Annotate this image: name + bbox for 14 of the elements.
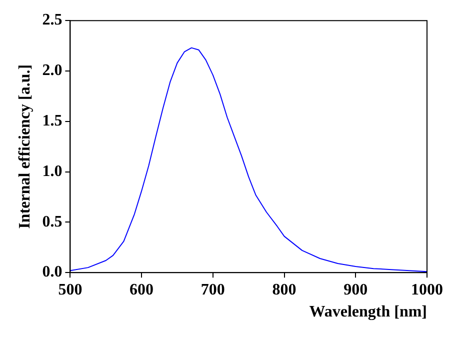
y-axis-title: Internal efficiency [a.u.]: [16, 64, 34, 229]
x-tick-label: 800: [272, 281, 296, 298]
y-tick-label: 1.0: [42, 162, 62, 180]
x-tick-label: 900: [344, 281, 368, 298]
x-tick-label: 600: [130, 281, 154, 298]
y-tick-label: 1.5: [42, 112, 62, 130]
x-axis-title: Wavelength [nm]: [309, 304, 427, 321]
x-tick-label: 1000: [411, 281, 443, 298]
y-tick-label: 0.5: [42, 213, 62, 230]
x-tick-label: 700: [200, 281, 225, 298]
y-tick-label: 2.5: [42, 12, 62, 29]
x-tick-label: 500: [58, 281, 82, 298]
y-tick-label: 2.0: [42, 62, 62, 80]
y-tick-label: 0.0: [42, 264, 62, 281]
